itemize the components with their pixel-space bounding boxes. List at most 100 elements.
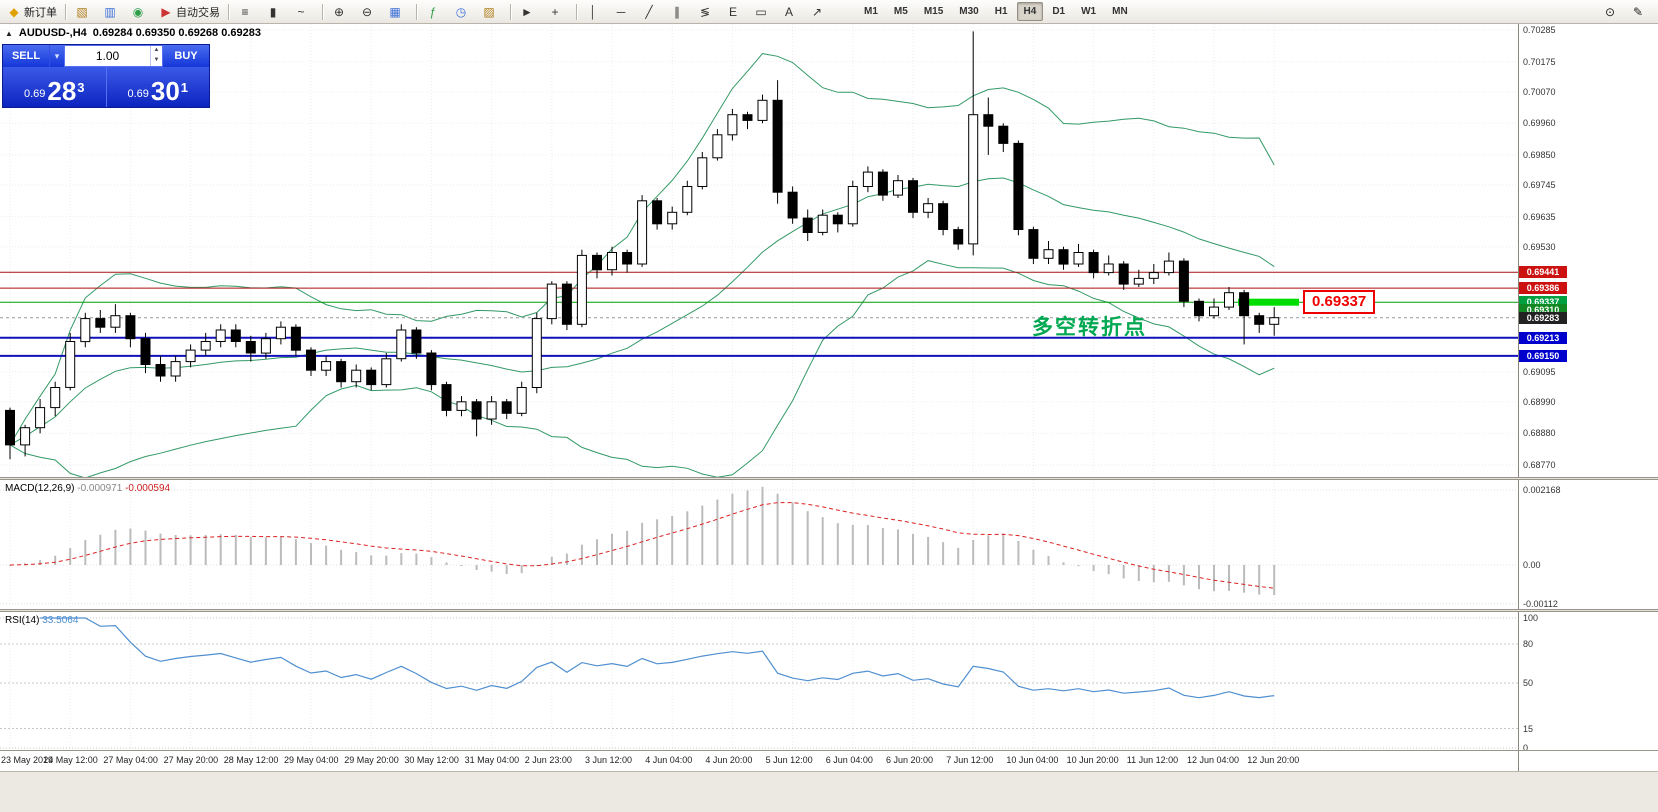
new-order-icon: ◆ (9, 4, 19, 19)
horizontal-line-icon: ─ (616, 4, 626, 19)
zoom-in-icon[interactable]: ⊕ (328, 1, 356, 23)
timeframe-m1[interactable]: M1 (864, 6, 878, 17)
candlestick (1239, 289, 1250, 345)
alerts-icon[interactable]: ◉ (127, 1, 155, 23)
candlestick (923, 198, 934, 219)
line-chart-icon[interactable]: ~ (290, 1, 318, 23)
price-axis-badge: 0.69386 (1519, 282, 1567, 294)
chart-window-icon[interactable]: ▧ (71, 1, 99, 23)
macd-histogram-bar (626, 530, 629, 565)
new-order-button[interactable]: ◆ 新订单 (3, 1, 61, 23)
quick-edit-icon[interactable]: ✎ (1627, 1, 1655, 23)
tile-windows-icon[interactable]: ▦ (384, 1, 412, 23)
candlestick (215, 324, 226, 348)
indicators-icon[interactable]: ƒ (422, 1, 450, 23)
search-icon[interactable]: ⊙ (1599, 1, 1627, 23)
candlestick (1028, 226, 1039, 264)
sell-button[interactable]: SELL (3, 45, 49, 67)
lot-step-up-icon[interactable]: ▲ (153, 47, 160, 53)
price-axis-label: 0.68990 (1523, 397, 1556, 407)
templates-icon[interactable]: ▨ (478, 1, 506, 23)
profiles-icon[interactable]: ▥ (99, 1, 127, 23)
candlestick-chart-icon[interactable]: ▮ (262, 1, 290, 23)
vertical-line-icon[interactable]: │ (582, 1, 610, 23)
macd-axis-label: 0.00 (1523, 560, 1541, 570)
lot-size-input[interactable]: 1.00 ▲ ▼ (64, 45, 163, 67)
timeframe-m15[interactable]: M15 (923, 6, 944, 17)
macd-histogram-bar (942, 542, 945, 565)
candlestick (847, 180, 858, 227)
lot-step-down-icon[interactable]: ▼ (153, 57, 160, 63)
macd-histogram-bar (385, 555, 388, 565)
trendline-icon[interactable]: ╱ (638, 1, 666, 23)
shapes-icon[interactable]: ▭ (750, 1, 778, 23)
fibonacci-icon[interactable]: ≶ (694, 1, 722, 23)
candlestick (1088, 249, 1099, 279)
timeframe-h4[interactable]: H4 (1016, 2, 1044, 21)
candlestick (486, 396, 497, 425)
autotrading-button[interactable]: ▶ 自动交易 (155, 1, 224, 23)
panel-separator-macd[interactable] (0, 477, 1658, 480)
timeframe-m5[interactable]: M5 (893, 6, 908, 17)
panel-separator-rsi[interactable] (0, 609, 1658, 612)
candlestick (877, 169, 888, 201)
time-axis: 23 May 2019 24 May 12:00 27 May 04:00 27 Ma… (0, 751, 1518, 771)
candlestick (1013, 140, 1024, 236)
macd-histogram-bar (611, 533, 613, 565)
candlestick (1148, 264, 1159, 285)
macd-indicator-panel[interactable] (0, 480, 1518, 610)
time-axis-label: 12 Jun 04:00 (1187, 755, 1240, 765)
text-label-icon[interactable]: A (778, 1, 806, 23)
candlestick (1209, 298, 1219, 319)
buy-price-display[interactable]: 0.69 30 1 (106, 67, 209, 107)
arrows-icon[interactable]: ↗ (806, 1, 834, 23)
timeframes-icon[interactable]: ◷ (450, 1, 478, 23)
elliott-icon[interactable]: E (722, 1, 750, 23)
time-axis-separator (0, 750, 1658, 751)
candlestick (275, 321, 286, 345)
macd-histogram-bar (851, 524, 854, 565)
candlestick (516, 381, 527, 417)
macd-histogram-bar (279, 536, 282, 565)
cursor-icon[interactable]: ► (516, 1, 544, 23)
timeframe-d1[interactable]: D1 (1052, 6, 1066, 17)
macd-histogram-bar (159, 533, 162, 565)
main-price-chart[interactable] (0, 24, 1518, 478)
quote-header: ▲ AUDUSD-,H4 0.69284 0.69350 0.69268 0.6… (5, 27, 261, 39)
autotrading-icon: ▶ (161, 4, 171, 19)
sell-price-display[interactable]: 0.69 28 3 (3, 67, 107, 107)
macd-histogram-bar (264, 537, 267, 565)
horizontal-line-icon[interactable]: ─ (610, 1, 638, 23)
bar-chart-icon[interactable]: ≡ (234, 1, 262, 23)
alerts-icon: ◉ (132, 4, 144, 19)
candlestick (1103, 255, 1114, 276)
rsi-axis-label: 80 (1523, 639, 1534, 649)
channel-icon[interactable]: ∥ (666, 1, 694, 23)
candlestick (50, 381, 61, 417)
zoom-out-icon[interactable]: ⊖ (356, 1, 384, 23)
lot-size-value[interactable]: 1.00 (95, 49, 120, 63)
timeframe-h1[interactable]: H1 (994, 6, 1008, 17)
macd-histogram-bar (294, 539, 297, 565)
candlestick (1163, 252, 1174, 276)
rsi-indicator-panel[interactable] (0, 612, 1518, 750)
macd-histogram-bar (1002, 533, 1005, 565)
lot-stepper[interactable]: ▲ ▼ (150, 46, 162, 66)
candlestick (546, 281, 557, 325)
sell-price-big: 28 (47, 76, 77, 106)
crosshair-icon: + (551, 4, 559, 19)
crosshair-icon[interactable]: + (544, 1, 572, 23)
candlestick (95, 310, 106, 333)
buy-button[interactable]: BUY (163, 45, 209, 67)
macd-histogram-bar (490, 565, 493, 572)
candlestick (290, 324, 301, 356)
time-axis-label: 29 May 04:00 (284, 755, 339, 765)
candlestick (637, 195, 648, 267)
timeframe-w1[interactable]: W1 (1081, 6, 1097, 17)
macd-histogram-bar (656, 519, 659, 565)
rsi-axis-label: 50 (1523, 678, 1534, 688)
trade-options-arrow-icon[interactable]: ▾ (49, 45, 64, 67)
timeframe-m30[interactable]: M30 (959, 6, 979, 17)
macd-histogram-bar (1152, 565, 1155, 583)
timeframe-mn[interactable]: MN (1112, 6, 1128, 17)
